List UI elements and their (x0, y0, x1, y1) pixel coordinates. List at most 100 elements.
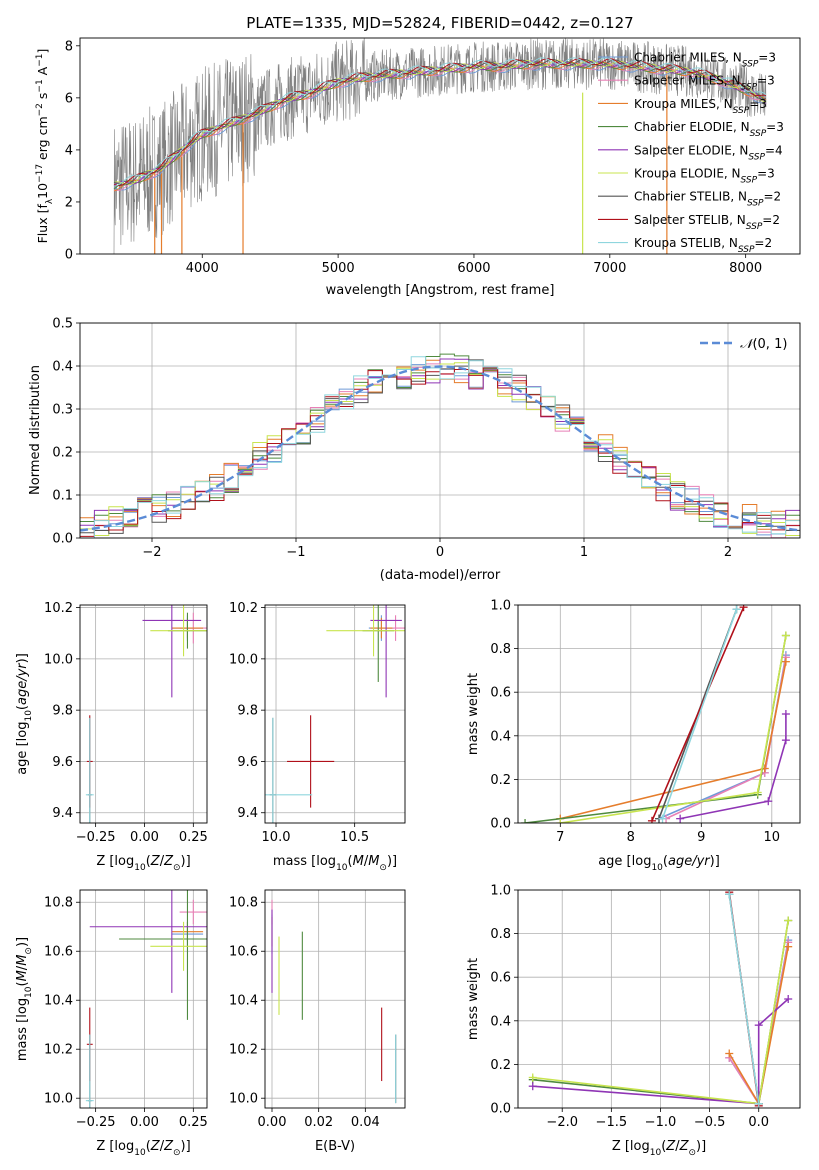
x-tick-label: −0.25 (76, 830, 116, 845)
label-part: =3 (766, 120, 784, 134)
y-tick-label: 0.5 (52, 317, 73, 332)
axes-frame (79, 322, 801, 539)
label-part: M (368, 854, 379, 869)
axes-frame (517, 889, 801, 1109)
weight-series-line (658, 654, 787, 820)
label-part: Chabrier STELIB, N (634, 190, 747, 204)
label-part: SSP (741, 176, 758, 186)
legend-entry-label: Chabrier MILES, NSSP=3 (634, 51, 776, 70)
y-tick-label: 8 (65, 39, 73, 54)
y-tick-label: 10.0 (229, 652, 258, 667)
label-part: Kroupa STELIB, N (634, 236, 738, 250)
legend-entry-label: Chabrier STELIB, NSSP=2 (634, 190, 781, 209)
label-part: Salpeter ELODIE, N (634, 143, 748, 157)
axes-frame (264, 889, 406, 1109)
label-part: SSP (750, 129, 767, 139)
y-axis-label: age [log10(age/yr)] (15, 653, 34, 775)
y-tick-label: 0.1 (52, 489, 73, 504)
y-tick-label: 10.8 (44, 896, 73, 911)
y-tick-label: 0.0 (490, 1102, 511, 1117)
axes-residuals: −2 −1 0 1 2 0.0 0.1 0.2 0.3 0.4 0.5 (data-model)/er… (28, 317, 801, 583)
label-part: Z (163, 854, 174, 869)
label-part: ⊙ (24, 947, 34, 955)
label-part: −1 (35, 54, 45, 67)
label-part: )] (710, 854, 720, 869)
label-part: Z (150, 854, 161, 869)
x-tick-label: −1 (286, 545, 305, 560)
x-tick-label: 9 (697, 830, 705, 845)
y-tick-label: 9.8 (52, 704, 73, 719)
x-tick-label: 4000 (186, 261, 219, 276)
label-part: ( (348, 854, 353, 869)
weight-series-line (661, 609, 738, 819)
y-axis-label: Flux [fλ10−17 erg cm−2 s−1 A−1] (35, 49, 55, 244)
y-tick-label: 0.8 (490, 642, 511, 657)
label-part: Chabrier ELODIE, N (634, 120, 750, 134)
label-part: M (15, 970, 30, 981)
x-tick-label: 8000 (729, 261, 762, 276)
x-axis-label: mass [log10(M/M⊙)] (273, 854, 397, 873)
axes-age-vs-z: −0.25 0.00 0.259.49.69.810.010.2Z [log10(Z… (15, 601, 208, 873)
y-tick-label: 0.2 (490, 1058, 511, 1073)
plot-area-spectrum (113, 38, 767, 254)
x-tick-label: 7000 (593, 261, 626, 276)
label-part: 10 (134, 1148, 146, 1158)
label-part: Z [log (96, 1139, 134, 1154)
normal-curve (80, 365, 800, 532)
label-part: −2 (35, 103, 45, 116)
y-tick-label: 10.8 (229, 896, 258, 911)
x-tick-label: −2.0 (546, 1115, 578, 1130)
label-part: / (364, 854, 369, 869)
x-axis-label: (data-model)/error (380, 568, 501, 583)
label-part: =2 (764, 190, 782, 204)
y-tick-label: 4 (65, 143, 73, 158)
axes-frame (79, 37, 801, 255)
x-tick-label: 0.0 (748, 1115, 769, 1130)
label-part: =2 (754, 236, 772, 250)
x-tick-label: −0.5 (694, 1115, 726, 1130)
y-tick-label: 1.0 (490, 884, 511, 899)
y-tick-label: 0.3 (52, 403, 73, 418)
label-part: Z (679, 1139, 690, 1154)
y-tick-label: 0.0 (52, 532, 73, 547)
legend-entry-label: 𝒩(0, 1) (740, 337, 787, 352)
label-part: SSP (738, 245, 755, 255)
data-spectrum-line (113, 38, 767, 254)
y-tick-label: 10.0 (44, 1092, 73, 1107)
y-tick-label: 10.2 (229, 1043, 258, 1058)
x-axis-label: Z [log10(Z/Z⊙)] (96, 1139, 190, 1158)
x-tick-label: 0.00 (258, 1115, 287, 1130)
legend-entry-label: Salpeter ELODIE, NSSP=4 (634, 143, 783, 162)
plot-area-mass-vs-ebv (265, 890, 405, 1108)
y-axis-label: Normed distribution (28, 365, 43, 495)
x-tick-label: 8 (627, 830, 635, 845)
legend-entry-label: Salpeter MILES, NSSP=3 (634, 74, 775, 93)
label-part: ] (35, 49, 50, 54)
label-part: )] (696, 1139, 706, 1154)
plot-area-weight-vs-z (518, 890, 800, 1108)
x-axis-label: E(B-V) (315, 1139, 355, 1154)
label-part: Z (150, 1139, 161, 1154)
legend-entry-label: Salpeter STELIB, NSSP=2 (634, 213, 780, 232)
label-part: =2 (762, 213, 780, 227)
label-part: / (675, 1139, 680, 1154)
label-part: ⊙ (379, 863, 387, 873)
label-part: SSP (747, 199, 764, 209)
label-part: 10 (35, 183, 50, 199)
y-tick-label: 0.2 (490, 773, 511, 788)
label-part: SSP (746, 222, 763, 232)
axes-frame (264, 604, 406, 824)
y-axis-label: mass weight (466, 958, 481, 1040)
y-tick-label: 10.6 (229, 945, 258, 960)
y-tick-label: 2 (65, 195, 73, 210)
label-part: ( (15, 705, 30, 710)
label-part: ( (146, 854, 151, 869)
x-tick-label: 0 (436, 545, 444, 560)
y-tick-label: 0.8 (490, 927, 511, 942)
weight-series-line (679, 714, 787, 820)
y-tick-label: 6 (65, 91, 73, 106)
weight-series-line (728, 894, 760, 1104)
label-part: 10 (24, 986, 34, 998)
